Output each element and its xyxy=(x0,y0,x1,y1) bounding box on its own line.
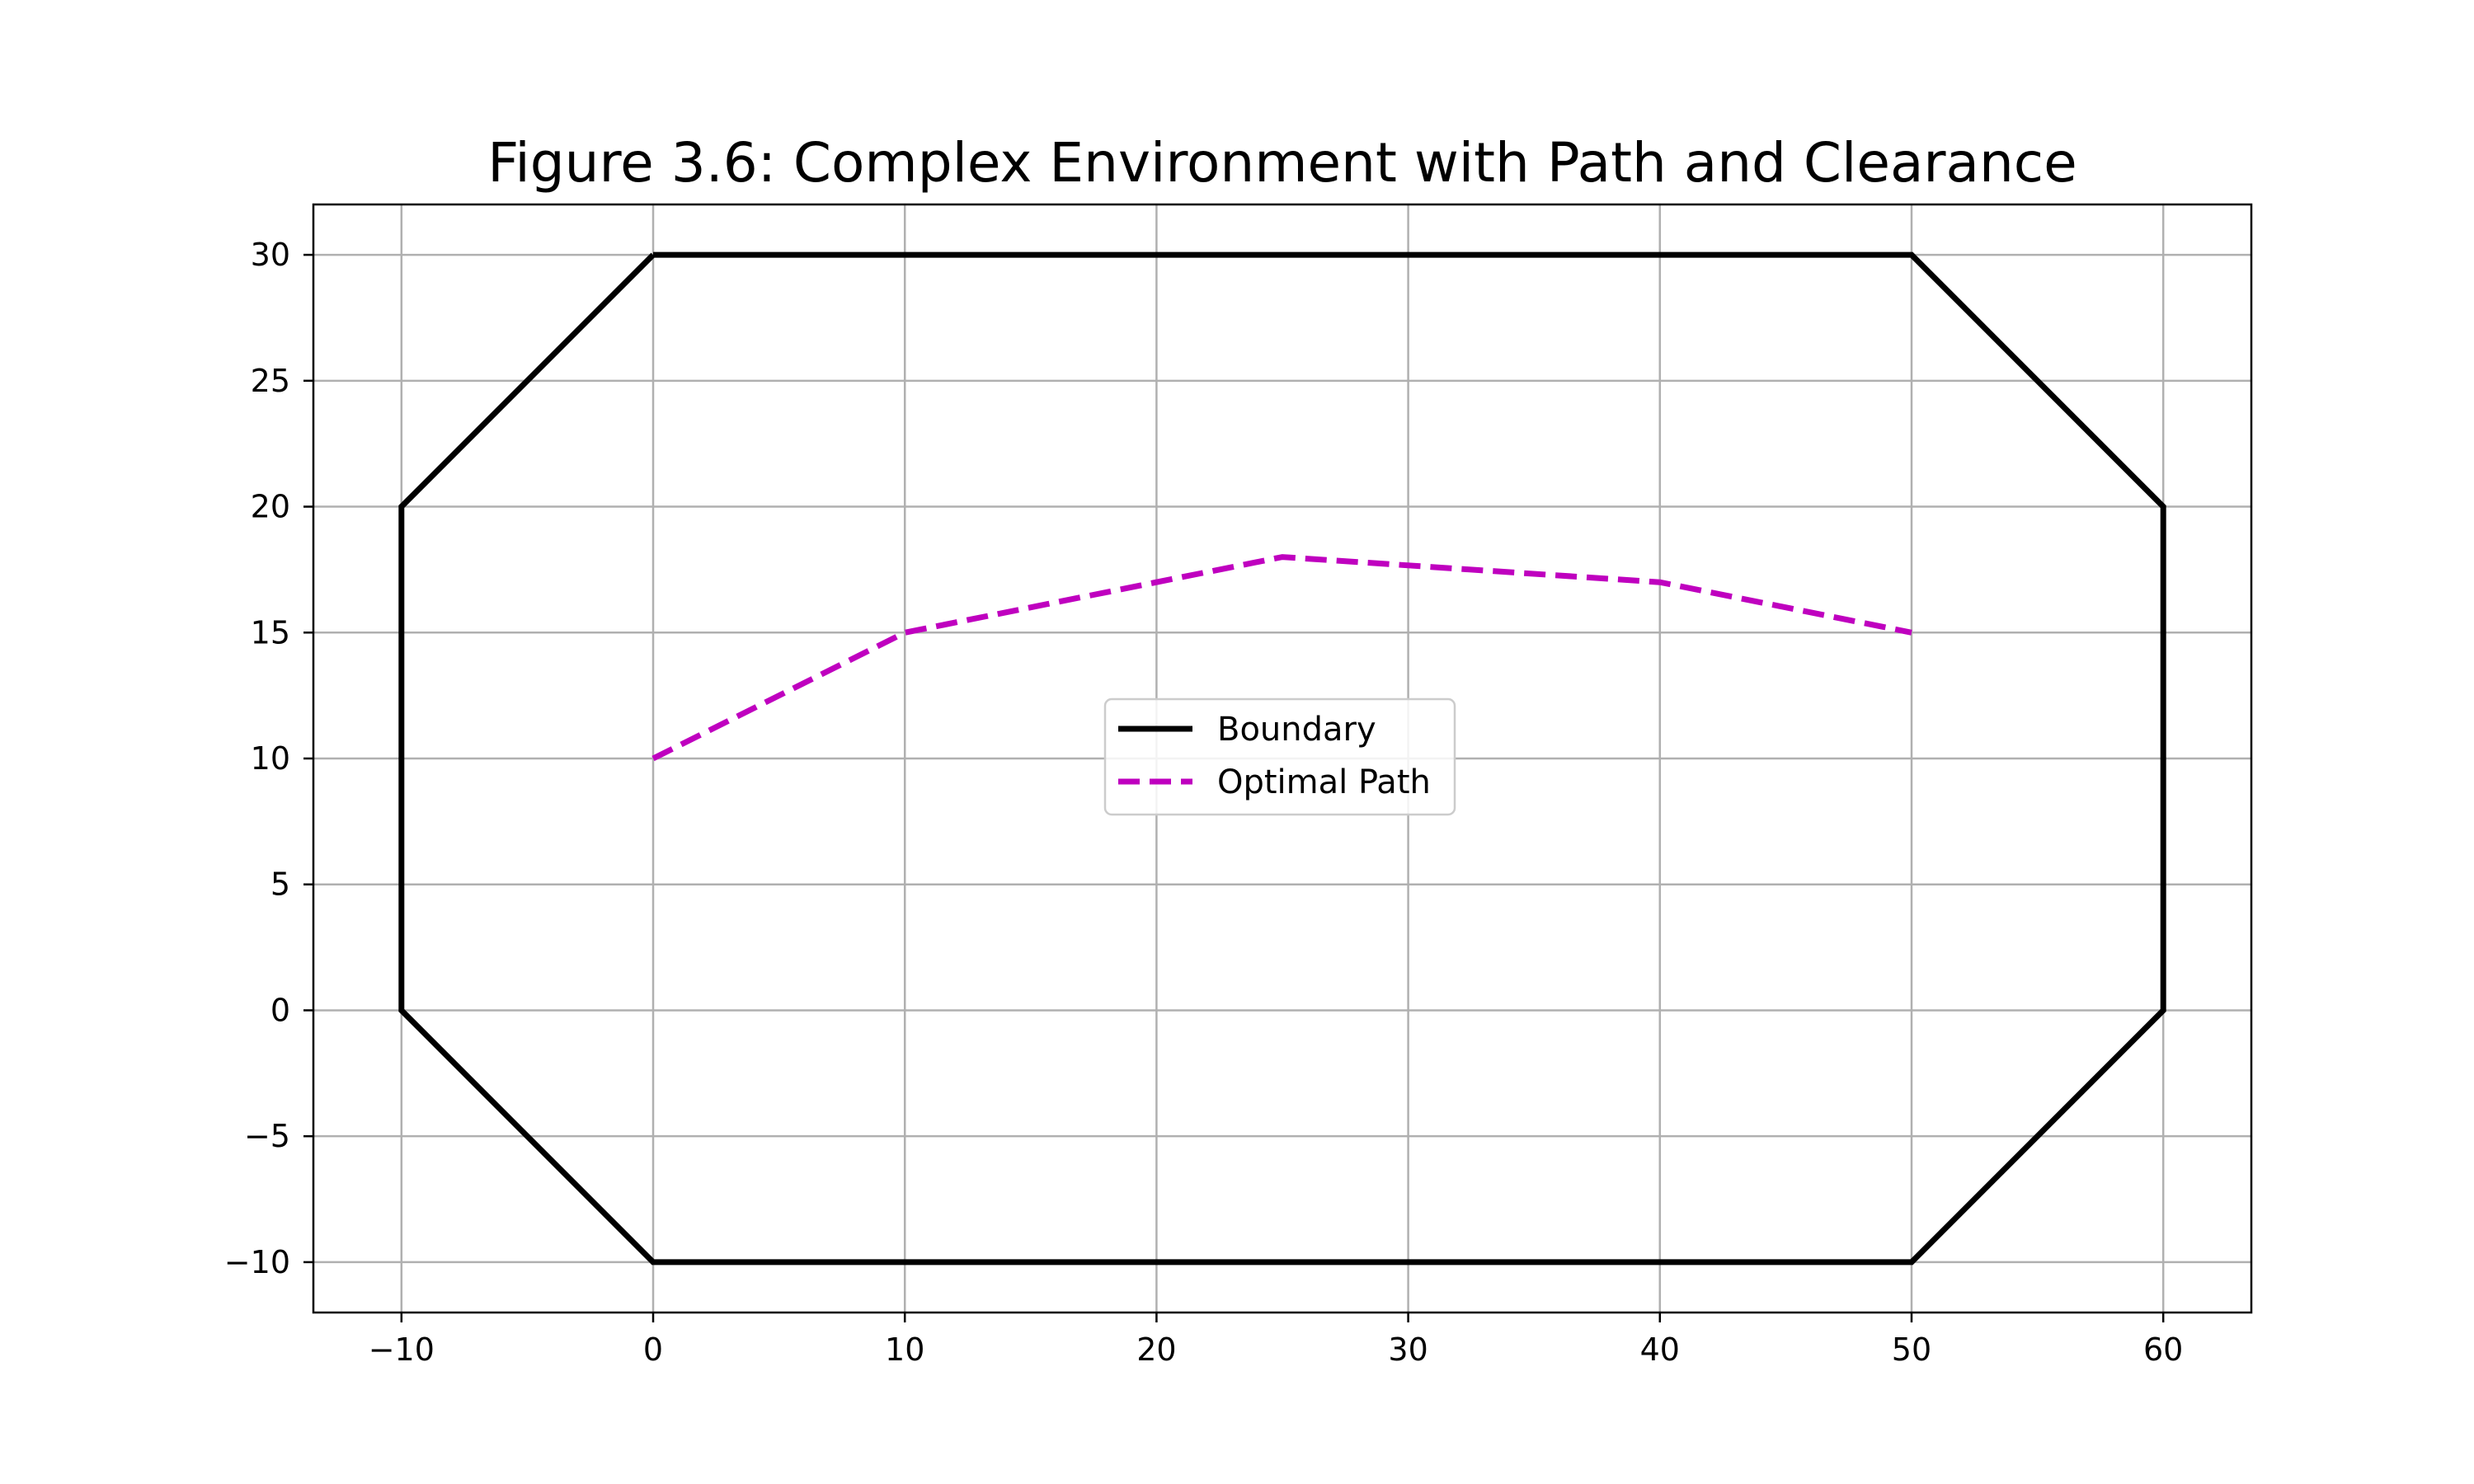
y-tick-label: −5 xyxy=(244,1118,290,1154)
x-tick-label: 60 xyxy=(2143,1331,2183,1368)
x-tick-label: −10 xyxy=(369,1331,435,1368)
y-tick-label: 10 xyxy=(251,740,290,777)
y-tick-label: 0 xyxy=(270,992,290,1028)
legend-label-optimal-path: Optimal Path xyxy=(1217,763,1431,801)
chart-title: Figure 3.6: Complex Environment with Pat… xyxy=(487,131,2077,195)
grid xyxy=(313,204,2251,1313)
x-tick-label: 50 xyxy=(1892,1331,1931,1368)
legend-label-boundary: Boundary xyxy=(1217,711,1376,749)
y-tick-label: 5 xyxy=(270,866,290,903)
series-line-optimal-path xyxy=(651,554,1912,762)
series-line-boundary xyxy=(398,251,2166,1266)
x-tick-label: 20 xyxy=(1136,1331,1176,1368)
y-tick-label: 20 xyxy=(251,489,290,525)
x-tick-label: 10 xyxy=(885,1331,924,1368)
y-tick-label: 30 xyxy=(251,237,290,273)
y-tick-label: 15 xyxy=(251,614,290,650)
ticks: −10 0 10 20 30 40 50 60 −10 −5 0 5 10 15 20 25 30 xyxy=(224,237,2184,1368)
series-layer xyxy=(398,251,2166,1266)
legend: Boundary Optimal Path xyxy=(1103,697,1456,816)
y-tick-label: −10 xyxy=(224,1244,290,1280)
x-tick-label: 0 xyxy=(643,1331,663,1368)
x-tick-label: 40 xyxy=(1640,1331,1680,1368)
y-tick-label: 25 xyxy=(251,363,290,399)
x-tick-label: 30 xyxy=(1388,1331,1427,1368)
